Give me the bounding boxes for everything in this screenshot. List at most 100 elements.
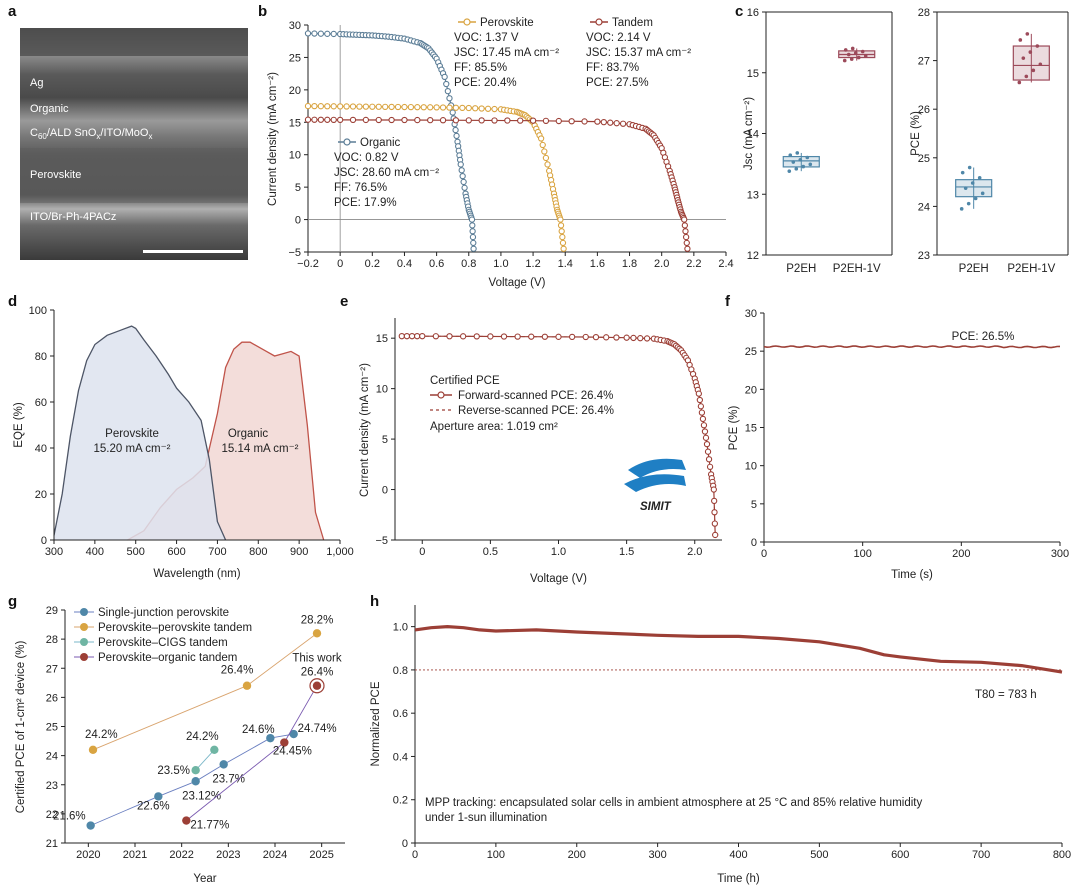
- g-x-tick-label: 2021: [123, 849, 147, 861]
- g-point-label: 24.45%: [273, 746, 312, 758]
- e-forward-point: [500, 333, 508, 340]
- b-tandem-point: [349, 116, 357, 124]
- e-forward-point: [487, 333, 494, 340]
- g-point-label: 24.2%: [85, 729, 118, 741]
- c-point: [1025, 32, 1030, 36]
- b-tandem-point: [337, 116, 344, 124]
- scale-bar: [143, 250, 243, 253]
- e-forward-point: [603, 334, 610, 341]
- b-x-tick-label: 0.6: [429, 258, 444, 270]
- h-y-label: Normalized PCE: [370, 681, 382, 766]
- sem-layer-label: ITO/Br-Ph-4PACz: [30, 211, 116, 223]
- g-point: [154, 792, 163, 801]
- panel-label-e: e: [340, 293, 348, 310]
- b-legend-jsc: JSC: 15.37 mA cm⁻²: [586, 47, 691, 59]
- e-forward-point: [613, 334, 620, 341]
- f-x-tick-label: 300: [1051, 548, 1069, 560]
- b-tandem-point: [317, 116, 325, 123]
- b-tandem-point: [330, 116, 337, 123]
- h-y-tick-label: 1.0: [393, 622, 408, 634]
- d-area: [54, 326, 226, 540]
- b-perovskite-point: [382, 103, 389, 110]
- e-legend-marker: [437, 391, 445, 399]
- g-point-label: 23.5%: [157, 765, 190, 777]
- e-forward-point: [701, 428, 709, 435]
- b-organic-point: [311, 30, 318, 37]
- h-x-tick-label: 600: [891, 849, 909, 861]
- e-forward-point: [697, 403, 705, 410]
- b-y-tick-label: 25: [289, 52, 301, 64]
- d-y-tick-label: 40: [35, 443, 47, 455]
- b-legend-ff: FF: 76.5%: [334, 182, 387, 194]
- c1-y-tick-label: 26: [918, 104, 930, 116]
- e-forward-point: [643, 335, 651, 342]
- h-t80-label: T80 = 783 h: [975, 689, 1037, 701]
- e-x-label: Voltage (V): [530, 573, 587, 585]
- f-annotation: PCE: 26.5%: [952, 331, 1015, 343]
- b-legend-voc: VOC: 0.82 V: [334, 152, 399, 164]
- b-organic-point: [453, 132, 460, 140]
- f-y-tick-label: 15: [745, 423, 757, 435]
- b-legend-pce: PCE: 17.9%: [334, 197, 397, 209]
- b-y-tick-label: 30: [289, 20, 301, 32]
- b-tandem-point: [504, 117, 511, 124]
- b-organic-point: [469, 222, 476, 229]
- d-y-tick-label: 60: [35, 397, 47, 409]
- c-point: [1031, 68, 1036, 73]
- c-point: [801, 164, 806, 169]
- b-perovskite-point: [544, 161, 551, 168]
- e-forward-point: [704, 448, 712, 455]
- d-y-tick-label: 100: [29, 305, 47, 317]
- b-organic-point: [441, 73, 448, 81]
- g-legend-marker: [80, 608, 88, 616]
- h-y-tick-label: 0.2: [393, 795, 408, 807]
- g-legend-marker: [80, 623, 88, 631]
- e-y-tick-label: 10: [376, 384, 388, 396]
- b-perovskite-point: [537, 135, 545, 142]
- b-x-tick-label: 2.0: [654, 258, 669, 270]
- e-forward-point: [712, 531, 719, 539]
- f-x-label: Time (s): [891, 569, 933, 581]
- b-organic-point: [317, 30, 325, 37]
- e-forward-point: [432, 333, 440, 340]
- e-forward-point: [623, 334, 630, 341]
- b-x-tick-label: 1.4: [558, 258, 573, 270]
- b-legend-name: Organic: [360, 137, 401, 149]
- c-point: [860, 49, 865, 54]
- b-organic-point: [458, 167, 465, 174]
- b-perovskite-point: [394, 103, 402, 111]
- b-perovskite-point: [452, 104, 460, 111]
- b-organic-point: [459, 172, 466, 180]
- e-legend-title: Certified PCE: [430, 375, 500, 387]
- c0-y-tick-label: 13: [747, 189, 759, 201]
- b-x-tick-label: 2.4: [718, 258, 733, 270]
- b-perovskite-point: [369, 103, 376, 110]
- c-point: [794, 167, 799, 171]
- b-y-tick-label: 10: [289, 150, 301, 162]
- e-forward-point: [695, 390, 702, 397]
- h-note-1: MPP tracking: encapsulated solar cells i…: [425, 797, 922, 809]
- b-y-tick-label: 15: [289, 117, 301, 129]
- b-perovskite-point: [427, 104, 434, 111]
- g-point: [88, 745, 98, 754]
- e-y-tick-label: −5: [375, 535, 388, 547]
- e-x-tick-label: 1.5: [619, 546, 634, 558]
- g-legend-label: Single-junction perovskite: [98, 607, 229, 619]
- e-logo-swoosh: [624, 474, 686, 492]
- b-organic-point: [443, 80, 450, 88]
- h-x-tick-label: 800: [1053, 849, 1071, 861]
- c-point: [1018, 38, 1023, 42]
- d-y-label: EQE (%): [13, 402, 25, 448]
- e-y-tick-label: 15: [376, 333, 388, 345]
- g-point-label: 28.2%: [301, 614, 334, 626]
- c-point: [843, 48, 848, 52]
- d-x-tick-label: 300: [45, 546, 63, 558]
- b-perovskite-point: [356, 103, 363, 110]
- f-y-tick-label: 0: [751, 537, 757, 549]
- c-point: [1038, 62, 1043, 67]
- sem-layer-label: C60/ALD SnOx/ITO/MoOx: [30, 127, 152, 141]
- h-y-tick-label: 0: [402, 838, 408, 850]
- panel-label-f: f: [725, 293, 731, 310]
- b-organic-point: [468, 216, 476, 223]
- g-this-work-label: This work: [292, 653, 341, 665]
